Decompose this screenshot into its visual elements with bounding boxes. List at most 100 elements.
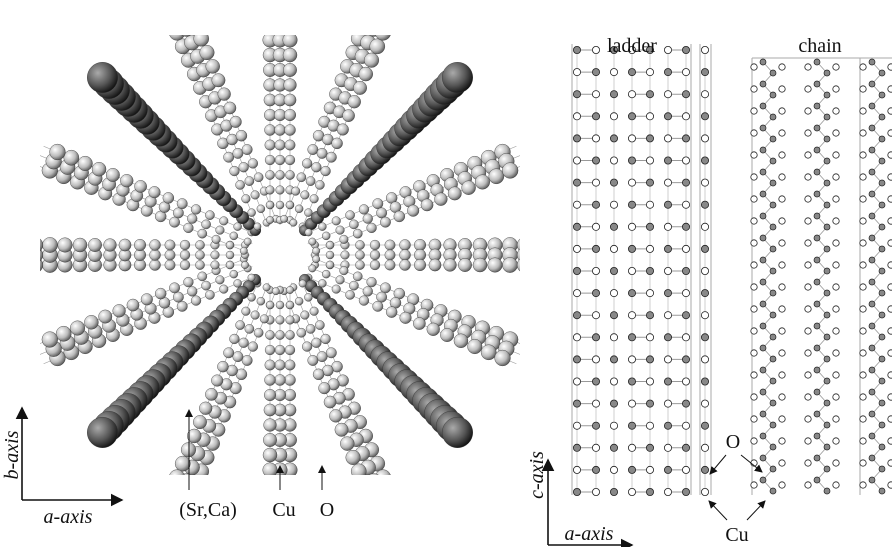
atom: [824, 268, 830, 274]
atom: [336, 276, 345, 285]
atom: [375, 25, 391, 41]
atom: [760, 279, 766, 285]
atom: [195, 260, 204, 269]
atom: [265, 155, 275, 165]
atom: [285, 345, 295, 355]
atom: [324, 396, 336, 408]
atom: [283, 33, 298, 48]
atom: [869, 367, 875, 373]
atom: [285, 330, 294, 339]
atom: [318, 279, 326, 287]
atom: [283, 63, 296, 76]
atom: [312, 255, 319, 262]
atom: [310, 307, 319, 316]
atom: [701, 69, 708, 76]
atom: [248, 342, 258, 352]
atom: [770, 70, 776, 76]
atom: [364, 53, 379, 68]
atom: [664, 400, 671, 407]
atom: [682, 135, 689, 142]
atom: [751, 130, 757, 136]
atom: [275, 345, 285, 355]
atom: [760, 323, 766, 329]
atom: [236, 130, 247, 141]
atom: [682, 201, 689, 208]
atom: [366, 21, 382, 37]
atom: [646, 290, 653, 297]
atom: [275, 170, 284, 179]
atom: [169, 217, 179, 227]
atom: [434, 193, 447, 206]
atom: [448, 187, 461, 200]
atom: [805, 284, 811, 290]
atom: [888, 372, 892, 378]
atom: [610, 157, 617, 164]
atom: [770, 488, 776, 494]
atom: [869, 81, 875, 87]
atom: [760, 389, 766, 395]
atom: [701, 422, 708, 429]
panel-title: chain: [798, 35, 841, 57]
atom: [233, 148, 243, 158]
atom: [888, 130, 892, 136]
atom: [805, 130, 811, 136]
atom: [860, 152, 866, 158]
atom: [188, 17, 204, 33]
pointer: [710, 455, 726, 474]
atom: [833, 460, 839, 466]
atom: [628, 444, 635, 451]
atom: [701, 312, 708, 319]
atom: [860, 174, 866, 180]
atom: [824, 356, 830, 362]
atom: [779, 350, 785, 356]
atom: [664, 312, 671, 319]
atom: [573, 135, 580, 142]
atom: [332, 138, 343, 149]
atom: [206, 59, 220, 73]
atom: [664, 290, 671, 297]
atom: [824, 246, 830, 252]
atom: [628, 157, 635, 164]
atom: [285, 360, 295, 370]
atom: [385, 250, 395, 260]
atom: [276, 301, 284, 309]
atom: [87, 417, 118, 448]
atom: [193, 415, 206, 428]
atom: [879, 312, 885, 318]
atom: [218, 88, 231, 101]
atom: [265, 375, 276, 386]
atom: [869, 477, 875, 483]
atom: [701, 267, 708, 274]
atom: [664, 334, 671, 341]
atom: [264, 404, 276, 416]
atom: [285, 140, 295, 150]
atom: [779, 174, 785, 180]
atom: [181, 443, 196, 458]
atom: [573, 179, 580, 186]
crystal-view: [20, 0, 540, 515]
atom: [682, 400, 689, 407]
atom: [351, 464, 366, 479]
atom: [805, 262, 811, 268]
atom: [751, 196, 757, 202]
atom: [770, 422, 776, 428]
atom: [592, 444, 599, 451]
atom: [359, 67, 373, 81]
atom: [628, 245, 635, 252]
atom: [265, 140, 275, 150]
atom: [779, 306, 785, 312]
atom: [177, 198, 187, 208]
atom: [212, 74, 225, 87]
atom: [135, 180, 147, 192]
atom: [628, 179, 635, 186]
atom: [573, 378, 580, 385]
atom: [610, 245, 617, 252]
atom: [682, 179, 689, 186]
atom: [284, 79, 297, 92]
atom: [860, 306, 866, 312]
atom: [309, 265, 316, 272]
atom: [869, 59, 875, 65]
atom: [84, 315, 98, 329]
atom: [779, 394, 785, 400]
atom: [701, 135, 708, 142]
